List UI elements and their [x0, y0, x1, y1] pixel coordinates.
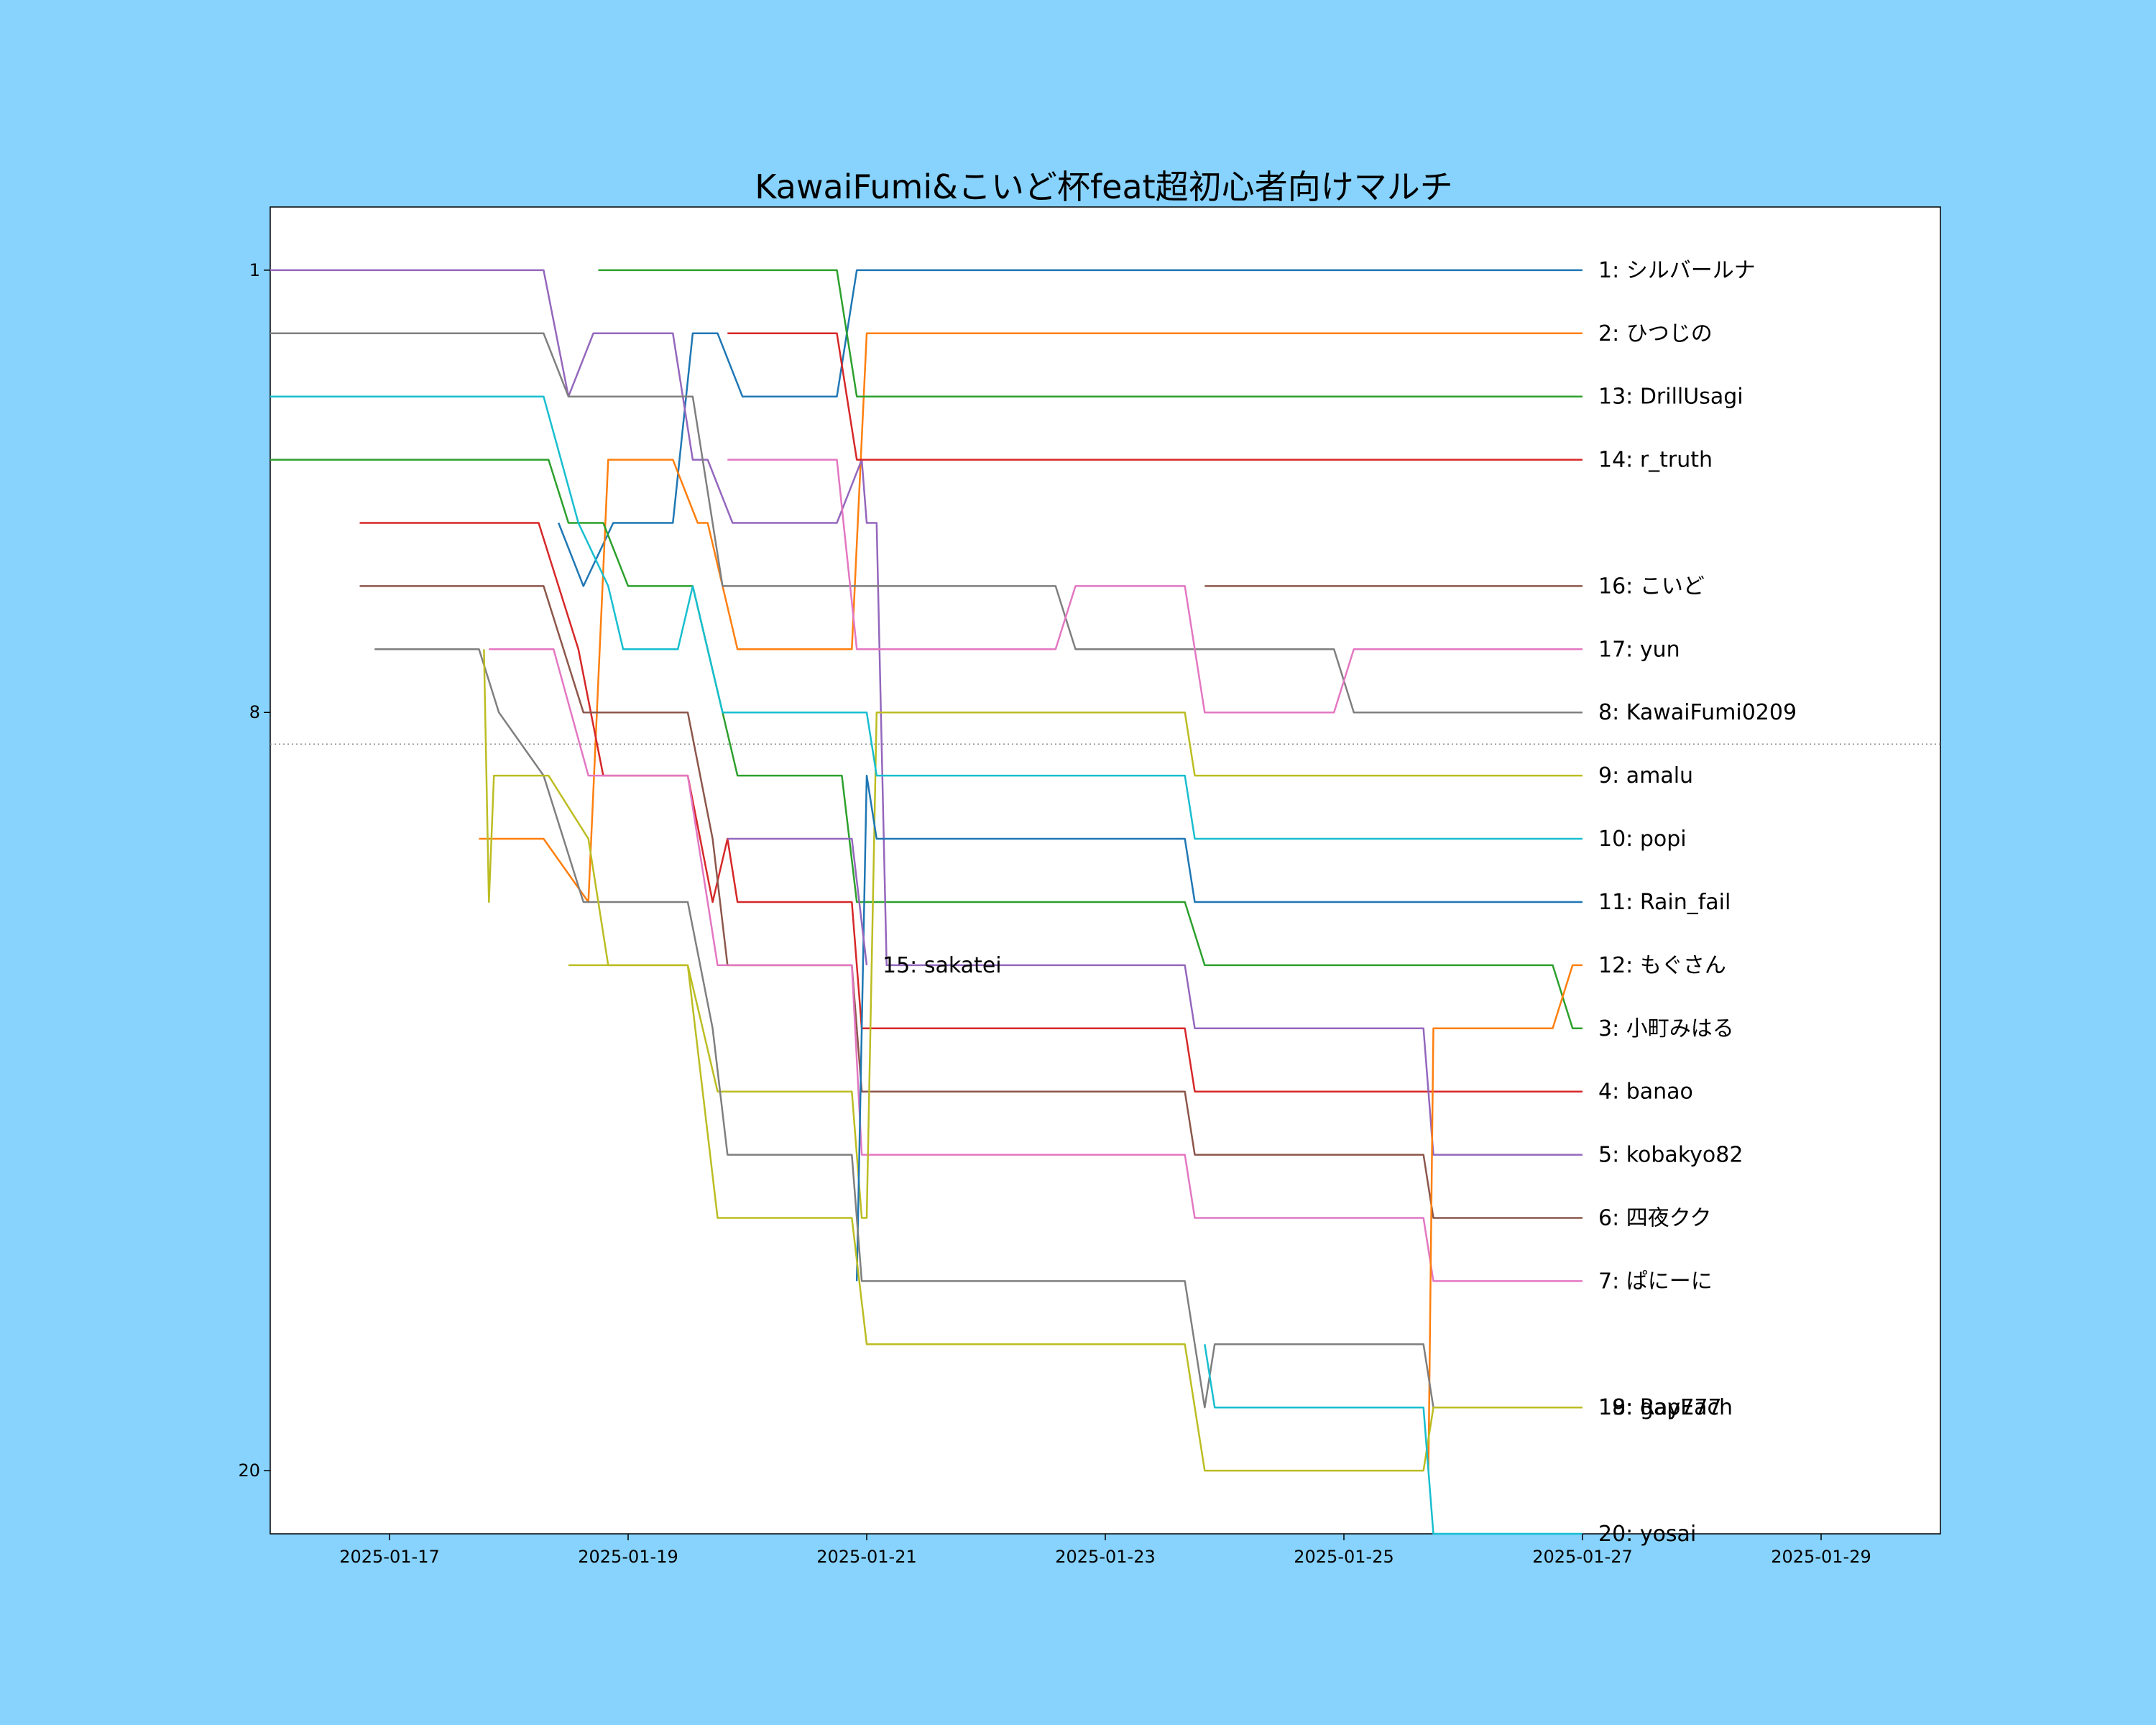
- series-label: 2: ひつじの: [1598, 321, 1713, 346]
- y-tick-label: 20: [238, 1460, 260, 1481]
- x-tick-label: 2025-01-23: [1055, 1547, 1155, 1567]
- series-line: [1427, 964, 1583, 1471]
- x-tick-label: 2025-01-25: [1294, 1547, 1393, 1567]
- series-line: [483, 649, 1583, 1472]
- series-line: [727, 459, 1583, 714]
- x-tick-label: 2025-01-27: [1532, 1547, 1632, 1567]
- series-label-layer: 1: シルバールナ 2: ひつじの 3: 小町みはる 4: banao 5: kobak…: [883, 258, 1797, 1547]
- series-label: 7: ぱにーに: [1598, 1269, 1713, 1294]
- series-line: [727, 332, 1583, 461]
- x-tick-label: 2025-01-21: [816, 1547, 916, 1567]
- x-axis: 2025-01-17 2025-01-19 2025-01-21 2025-01-23…: [339, 1534, 1871, 1567]
- series-label: 18: gap777: [1598, 1395, 1722, 1420]
- series-label: 1: シルバールナ: [1598, 258, 1756, 283]
- x-tick-label: 2025-01-29: [1771, 1547, 1871, 1567]
- series-line: [479, 332, 1583, 903]
- series-line: [727, 837, 868, 966]
- series-line: [489, 648, 1583, 1282]
- series-label: 11: Rain_fail: [1598, 890, 1731, 915]
- series-line: [855, 774, 1583, 1282]
- series-label: 10: popi: [1598, 827, 1687, 852]
- series-label: 3: 小町みはる: [1598, 1016, 1734, 1041]
- series-label: 9: amalu: [1598, 763, 1693, 788]
- series-line: [270, 269, 1583, 1156]
- series-line: [374, 648, 1583, 1409]
- series-label: 5: kobakyo82: [1598, 1143, 1743, 1168]
- series-label: 4: banao: [1598, 1080, 1693, 1105]
- series-line: [598, 269, 1583, 397]
- series-layer: [270, 269, 1583, 1535]
- series-label: 16: こいど: [1598, 574, 1705, 599]
- series-line: [270, 395, 1583, 840]
- series-label: 13: DrillUsagi: [1598, 385, 1743, 410]
- series-label: 19: RayEach: [1598, 1395, 1733, 1420]
- y-tick-label: 1: [249, 260, 260, 280]
- series-label: 15: sakatei: [883, 953, 1002, 978]
- series-label: 20: yosai: [1598, 1522, 1696, 1547]
- series-line: [270, 459, 1583, 1030]
- plot-area: [270, 206, 1941, 1535]
- series-label: 17: yun: [1598, 637, 1680, 662]
- series-label: 14: r_truth: [1598, 448, 1713, 473]
- series-label: 12: もぐさん: [1598, 953, 1726, 978]
- series-line: [568, 711, 1583, 1219]
- series-label: 8: KawaiFumi0209: [1598, 700, 1797, 725]
- chart-title: KawaiFumi&こいど杯feat超初心者向けマルチ: [755, 167, 1452, 206]
- x-tick-label: 2025-01-19: [578, 1547, 678, 1567]
- series-label: 6: 四夜クク: [1598, 1205, 1712, 1230]
- series-line: [1204, 1344, 1583, 1535]
- x-tick-label: 2025-01-17: [339, 1547, 439, 1567]
- y-tick-label: 8: [249, 702, 260, 722]
